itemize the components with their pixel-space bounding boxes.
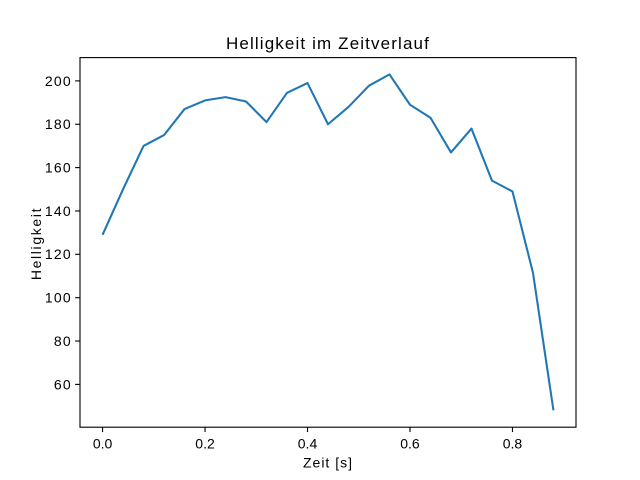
svg-text:160: 160 <box>45 160 72 176</box>
svg-text:0.0: 0.0 <box>93 435 113 451</box>
svg-text:140: 140 <box>45 203 72 219</box>
svg-text:0.8: 0.8 <box>503 435 523 451</box>
svg-text:Helligkeit: Helligkeit <box>28 207 44 280</box>
svg-text:80: 80 <box>54 333 72 349</box>
svg-text:100: 100 <box>45 290 72 306</box>
svg-text:Zeit [s]: Zeit [s] <box>303 454 353 470</box>
svg-text:Helligkeit im Zeitverlauf: Helligkeit im Zeitverlauf <box>226 34 430 53</box>
svg-text:0.6: 0.6 <box>400 435 420 451</box>
svg-text:0.2: 0.2 <box>195 435 215 451</box>
svg-text:200: 200 <box>45 73 72 89</box>
svg-text:180: 180 <box>45 116 72 132</box>
svg-text:0.4: 0.4 <box>298 435 318 451</box>
svg-text:120: 120 <box>45 246 72 262</box>
svg-text:60: 60 <box>54 376 72 392</box>
